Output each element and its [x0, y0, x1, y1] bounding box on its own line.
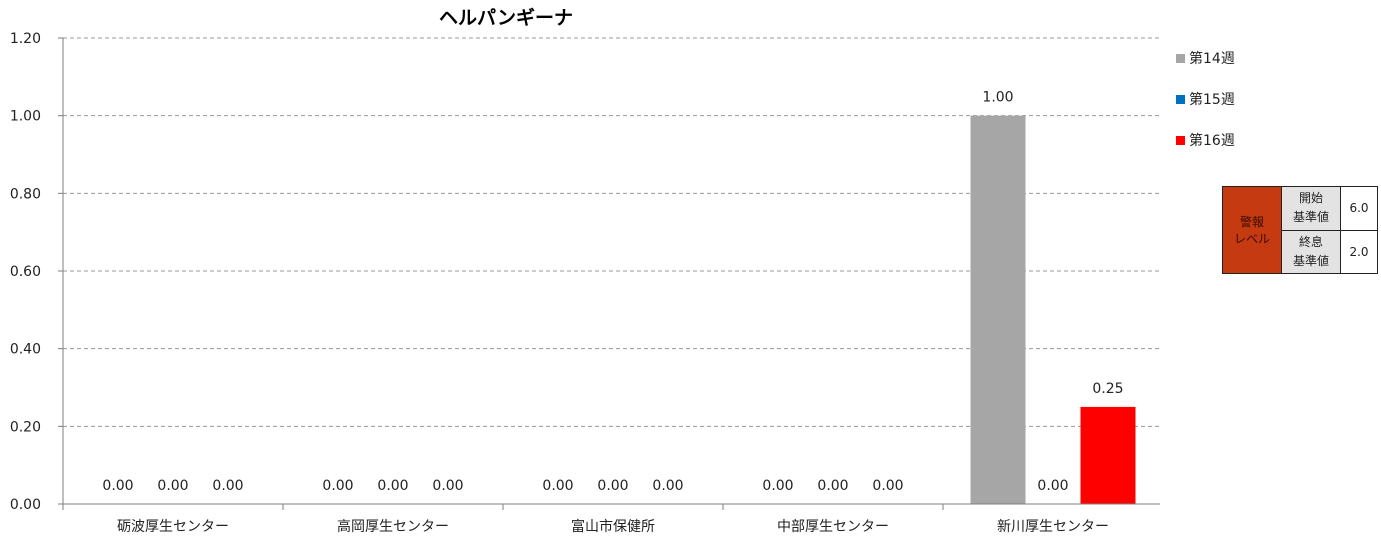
end-threshold-label-line2: 基準値	[1292, 253, 1329, 268]
x-tick-label-2: 高岡厚生センター	[337, 518, 449, 535]
legend-swatch-series-1	[1176, 53, 1185, 63]
start-threshold-label: 開始 基準値	[1281, 186, 1341, 231]
legend-label-series-3: 第16週	[1189, 133, 1235, 149]
data-label-series-2-cat-5: 0.00	[1037, 478, 1068, 494]
y-tick-label-1.20: 1.20	[10, 31, 41, 47]
data-label-series-2-cat-2: 0.00	[377, 478, 408, 494]
legend-label-series-1: 第14週	[1189, 51, 1235, 67]
y-tick-label-0.60: 0.60	[10, 264, 41, 280]
y-tick-label-0.40: 0.40	[10, 342, 41, 358]
y-tick-label-0.80: 0.80	[10, 186, 41, 202]
y-tick-label-0.00: 0.00	[10, 497, 41, 513]
alert-level-label-line1: 警報	[1239, 215, 1264, 229]
data-label-series-3-cat-2: 0.00	[432, 478, 463, 494]
end-threshold-label-line1: 終息	[1298, 234, 1323, 249]
data-label-series-1-cat-2: 0.00	[322, 478, 353, 494]
data-label-series-1-cat-4: 0.00	[762, 478, 793, 494]
legend-item-series-2: 第15週	[1176, 89, 1235, 109]
end-threshold-value: 2.0	[1340, 229, 1378, 274]
bar-chart: ヘルパンギーナ 0.00 0.00 0.00 0.00 1.00 0.00 0.00 0.00…	[10, 7, 1160, 535]
x-tick-label-3: 富山市保健所	[571, 518, 655, 535]
legend-item-series-3: 第16週	[1176, 130, 1235, 150]
bar-series-1-cat-5	[970, 115, 1026, 505]
alert-level-label-line2: レベル	[1233, 232, 1270, 246]
data-label-series-2-cat-4: 0.00	[817, 478, 848, 494]
data-label-series-2-cat-3: 0.00	[597, 478, 628, 494]
legend-swatch-series-3	[1176, 135, 1185, 145]
x-tick-label-1: 砺波厚生センター	[117, 519, 229, 535]
x-tick-label-5: 新川厚生センター	[997, 519, 1109, 535]
data-label-series-1-cat-1: 0.00	[102, 478, 133, 494]
chart-title: ヘルパンギーナ	[439, 7, 573, 29]
legend-swatch-series-2	[1176, 94, 1185, 104]
legend-label-series-2: 第15週	[1189, 92, 1235, 108]
data-label-series-3-cat-3: 0.00	[652, 478, 683, 494]
data-label-series-1-cat-5: 1.00	[982, 90, 1013, 106]
y-tick-label-1.00: 1.00	[10, 109, 41, 125]
data-label-series-1-cat-3: 0.00	[542, 478, 573, 494]
alert-level-cell: 警報 レベル	[1222, 186, 1282, 274]
legend-item-series-1: 第14週	[1176, 48, 1235, 68]
data-label-series-2-cat-1: 0.00	[157, 478, 188, 494]
x-tick-label-4: 中部厚生センター	[777, 519, 889, 535]
bar-series-3-cat-5	[1080, 406, 1136, 504]
y-tick-label-0.20: 0.20	[10, 419, 41, 435]
start-threshold-label-line2: 基準値	[1292, 210, 1329, 225]
data-label-series-3-cat-5: 0.25	[1092, 381, 1123, 397]
data-label-series-3-cat-1: 0.00	[212, 478, 243, 494]
start-threshold-label-line1: 開始	[1298, 191, 1323, 206]
end-threshold-label: 終息 基準値	[1281, 229, 1341, 274]
data-label-series-3-cat-4: 0.00	[872, 478, 903, 494]
chart-legend: 第14週 第15週 第16週	[1176, 48, 1235, 171]
alert-level-table: 警報 レベル 開始 基準値 6.0 終息 基準値 2.0	[1222, 186, 1378, 274]
start-threshold-value: 6.0	[1340, 186, 1378, 231]
